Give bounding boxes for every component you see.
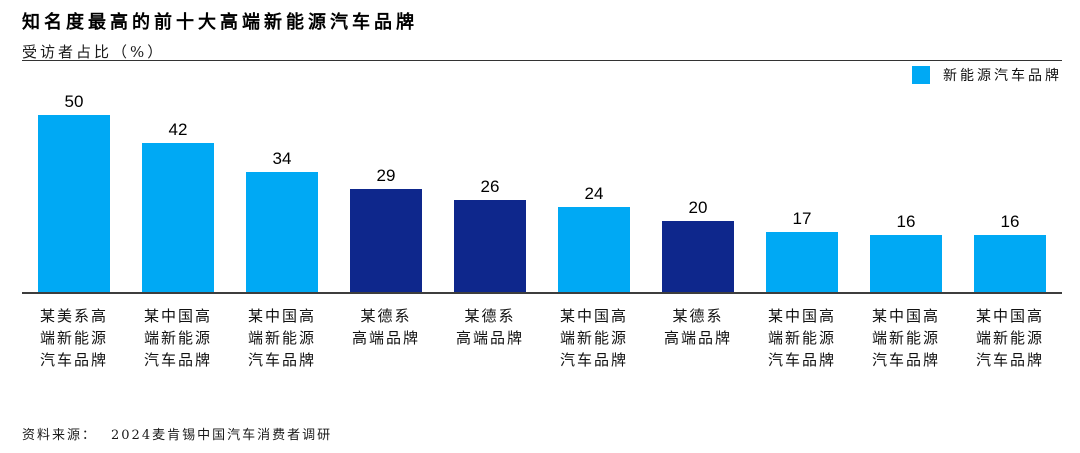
- x-axis-line: [22, 292, 1062, 294]
- category-label: 某中国高 端新能源 汽车品牌: [247, 307, 316, 369]
- bar-value-label: 50: [64, 92, 84, 111]
- bar-group: 26: [438, 177, 542, 292]
- bar-value-label: 17: [792, 209, 812, 228]
- header-divider: [22, 60, 1062, 61]
- bar: [246, 172, 318, 292]
- category-label: 某中国高 端新能源 汽车品牌: [143, 307, 212, 369]
- bar-group: 16: [958, 212, 1062, 292]
- source-text: 2024麦肯锡中国汽车消费者调研: [111, 428, 333, 443]
- category-label: 某德系 高端品牌: [351, 307, 420, 347]
- category-label: 某德系 高端品牌: [663, 307, 732, 347]
- bar: [558, 207, 630, 292]
- bar-group: 34: [230, 149, 334, 292]
- bar-value-label: 16: [1000, 212, 1020, 231]
- bar-value-label: 29: [376, 166, 396, 185]
- chart-footer: 资料来源： 2024麦肯锡中国汽车消费者调研: [22, 424, 332, 443]
- chart-subtitle: 受访者占比（%）: [22, 43, 166, 61]
- bar-group: 24: [542, 184, 646, 292]
- bar-group: 50: [22, 92, 126, 292]
- bar-value-label: 26: [480, 177, 500, 196]
- bar-value-label: 16: [896, 212, 916, 231]
- category-label: 某美系高 端新能源 汽车品牌: [39, 307, 108, 369]
- legend-swatch: [912, 66, 930, 84]
- bar-group: 17: [750, 209, 854, 292]
- bar: [766, 232, 838, 292]
- bar-value-label: 20: [688, 198, 708, 217]
- category-labels: 某美系高 端新能源 汽车品牌 某中国高 端新能源 汽车品牌 某中国高 端新能源 汽车…: [22, 305, 1062, 371]
- bar-group: 20: [646, 198, 750, 292]
- chart-header: 知名度最高的前十大高端新能源汽车品牌 受访者占比（%）: [22, 8, 418, 62]
- bar-group: 42: [126, 120, 230, 292]
- bar-group: 16: [854, 212, 958, 292]
- bar: [974, 235, 1046, 292]
- category-label: 某德系 高端品牌: [455, 307, 524, 347]
- bar: [454, 200, 526, 292]
- chart-title: 知名度最高的前十大高端新能源汽车品牌: [22, 12, 418, 33]
- bar-value-label: 24: [584, 184, 604, 203]
- category-label: 某中国高 端新能源 汽车品牌: [767, 307, 836, 369]
- category-label: 某中国高 端新能源 汽车品牌: [975, 307, 1044, 369]
- bar-group: 29: [334, 166, 438, 292]
- category-label: 某中国高 端新能源 汽车品牌: [559, 307, 628, 369]
- bar: [350, 189, 422, 292]
- chart-legend: 新能源汽车品牌: [912, 65, 1062, 85]
- bar: [870, 235, 942, 292]
- bar-groups: 50 42 34 29 26 24 20 17 16 16: [22, 90, 1062, 292]
- bar: [142, 143, 214, 292]
- legend-label: 新能源汽车品牌: [943, 68, 1062, 84]
- bar-value-label: 34: [272, 149, 292, 168]
- category-label: 某中国高 端新能源 汽车品牌: [871, 307, 940, 369]
- bar-value-label: 42: [168, 120, 188, 139]
- source-label: 资料来源：: [22, 428, 98, 443]
- bar: [38, 115, 110, 292]
- bar: [662, 221, 734, 292]
